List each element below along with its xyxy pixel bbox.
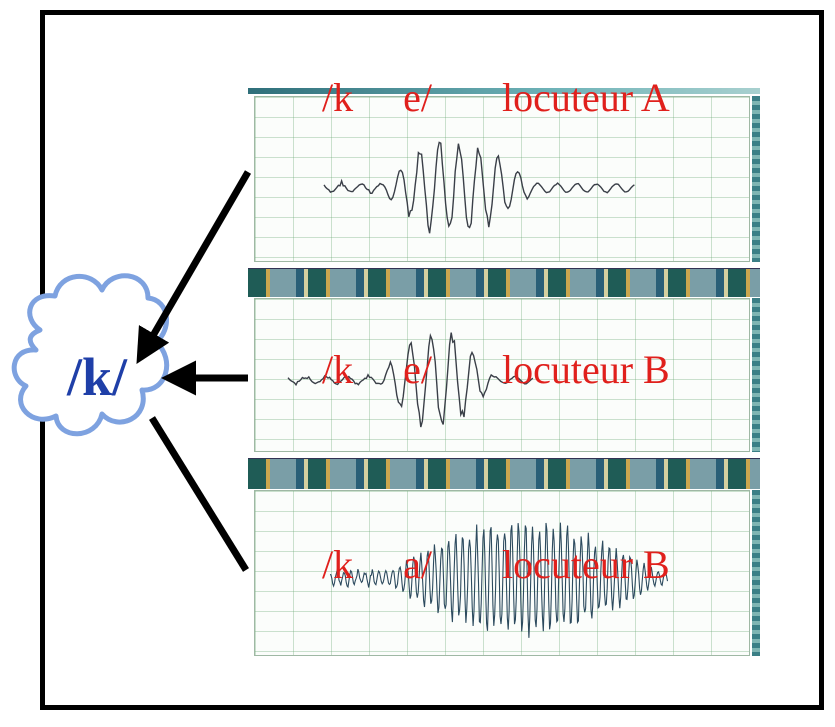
arrow-top [136, 170, 252, 365]
waveform-panel-2 [248, 268, 760, 458]
waveform-grid [254, 490, 750, 656]
panel-titlebar [248, 88, 760, 94]
speaker-label: locuteur B [502, 542, 670, 587]
speaker-label: locuteur A [502, 75, 670, 120]
waveform-trace-2 [287, 332, 534, 428]
arrow-bottom [149, 416, 249, 572]
label-row-3: /k a/locuteur B [302, 505, 670, 585]
panel-scrollbar [752, 490, 760, 656]
vowel-label: e/ [403, 347, 432, 392]
consonant-label: /k [322, 75, 354, 120]
cloud-shape [11, 273, 170, 437]
label-row-2: /k e/locuteur B [302, 310, 670, 390]
speaker-label: locuteur B [502, 347, 670, 392]
vowel-label: a/ [403, 542, 432, 587]
phoneme-label: /k/ [66, 347, 128, 407]
waveform-grid [254, 96, 750, 262]
vowel-label: e/ [403, 75, 432, 120]
panel-toolbar [248, 268, 760, 297]
waveform-panel-1 [248, 88, 760, 268]
waveform-panel-3 [248, 458, 760, 662]
panel-toolbar [248, 458, 760, 489]
panel-scrollbar [752, 96, 760, 262]
consonant-label: /k [322, 542, 354, 587]
consonant-label: /k [322, 347, 354, 392]
waveform-grid [254, 298, 750, 452]
panel-scrollbar [752, 298, 760, 452]
label-row-1: /k e/locuteur A [302, 38, 670, 118]
waveform-trace-3 [329, 522, 669, 638]
waveform-trace-1 [323, 141, 635, 234]
